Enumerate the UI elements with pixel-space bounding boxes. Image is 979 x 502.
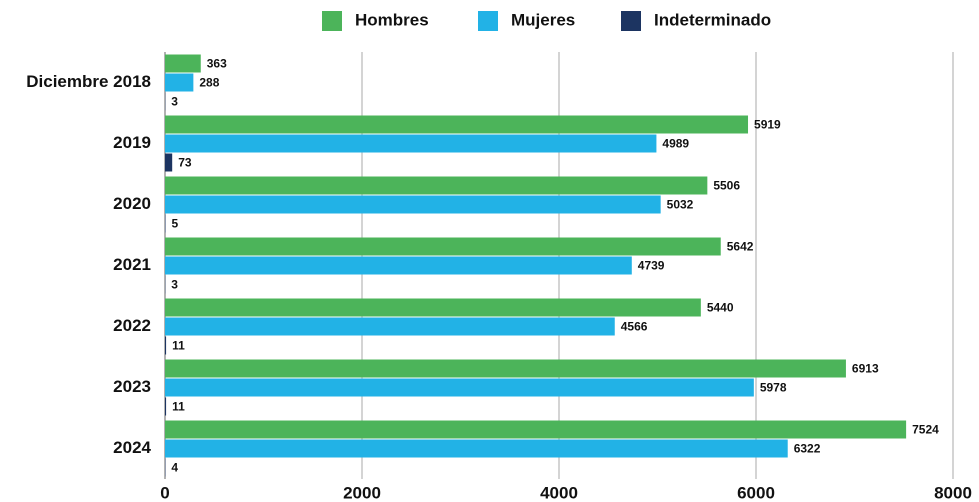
value-label: 4 [171, 461, 178, 475]
x-tick-label: 2000 [343, 483, 381, 502]
y-tick-label: 2023 [113, 377, 151, 396]
legend-swatch [478, 11, 498, 31]
legend-label: Indeterminado [654, 10, 771, 29]
y-tick-label: 2024 [113, 438, 151, 457]
bar [165, 176, 708, 195]
value-label: 4989 [662, 137, 689, 151]
y-tick-label: 2021 [113, 255, 151, 274]
legend-label: Hombres [355, 10, 429, 29]
bar [165, 256, 632, 275]
value-label: 4739 [638, 259, 665, 273]
value-label: 11 [172, 339, 185, 353]
value-label: 5032 [667, 198, 694, 212]
value-label: 73 [178, 156, 192, 170]
bar [165, 378, 754, 397]
value-label: 4566 [621, 320, 648, 334]
bar [165, 420, 907, 439]
value-label: 288 [199, 76, 219, 90]
value-label: 5978 [760, 381, 787, 395]
bar [165, 54, 201, 73]
bar [165, 237, 721, 256]
value-label: 11 [172, 400, 185, 414]
value-label: 6322 [794, 442, 821, 456]
value-label: 5506 [713, 179, 740, 193]
bar [165, 134, 657, 153]
value-label: 3 [171, 95, 178, 109]
value-label: 5 [171, 217, 178, 231]
value-label: 5642 [727, 240, 754, 254]
value-label: 6913 [852, 362, 879, 376]
value-label: 363 [207, 57, 227, 71]
legend-swatch [322, 11, 342, 31]
value-label: 5919 [754, 118, 781, 132]
bar [165, 195, 661, 214]
bar [165, 359, 846, 378]
x-tick-label: 4000 [540, 483, 578, 502]
y-tick-label: 2022 [113, 316, 151, 335]
value-label: 5440 [707, 301, 734, 315]
bar [165, 397, 167, 416]
bar [165, 317, 615, 336]
bar [165, 439, 788, 458]
x-tick-label: 8000 [934, 483, 972, 502]
y-tick-label: 2020 [113, 194, 151, 213]
legend-label: Mujeres [511, 10, 575, 29]
bar [165, 115, 749, 134]
bar [165, 336, 167, 355]
x-tick-label: 6000 [737, 483, 775, 502]
y-tick-label: 2019 [113, 133, 151, 152]
value-label: 3 [171, 278, 178, 292]
y-tick-label: Diciembre 2018 [26, 72, 151, 91]
x-tick-label: 0 [160, 483, 169, 502]
bar [165, 73, 194, 92]
value-label: 7524 [912, 423, 939, 437]
bar [165, 153, 173, 172]
bar [165, 298, 701, 317]
legend-swatch [621, 11, 641, 31]
